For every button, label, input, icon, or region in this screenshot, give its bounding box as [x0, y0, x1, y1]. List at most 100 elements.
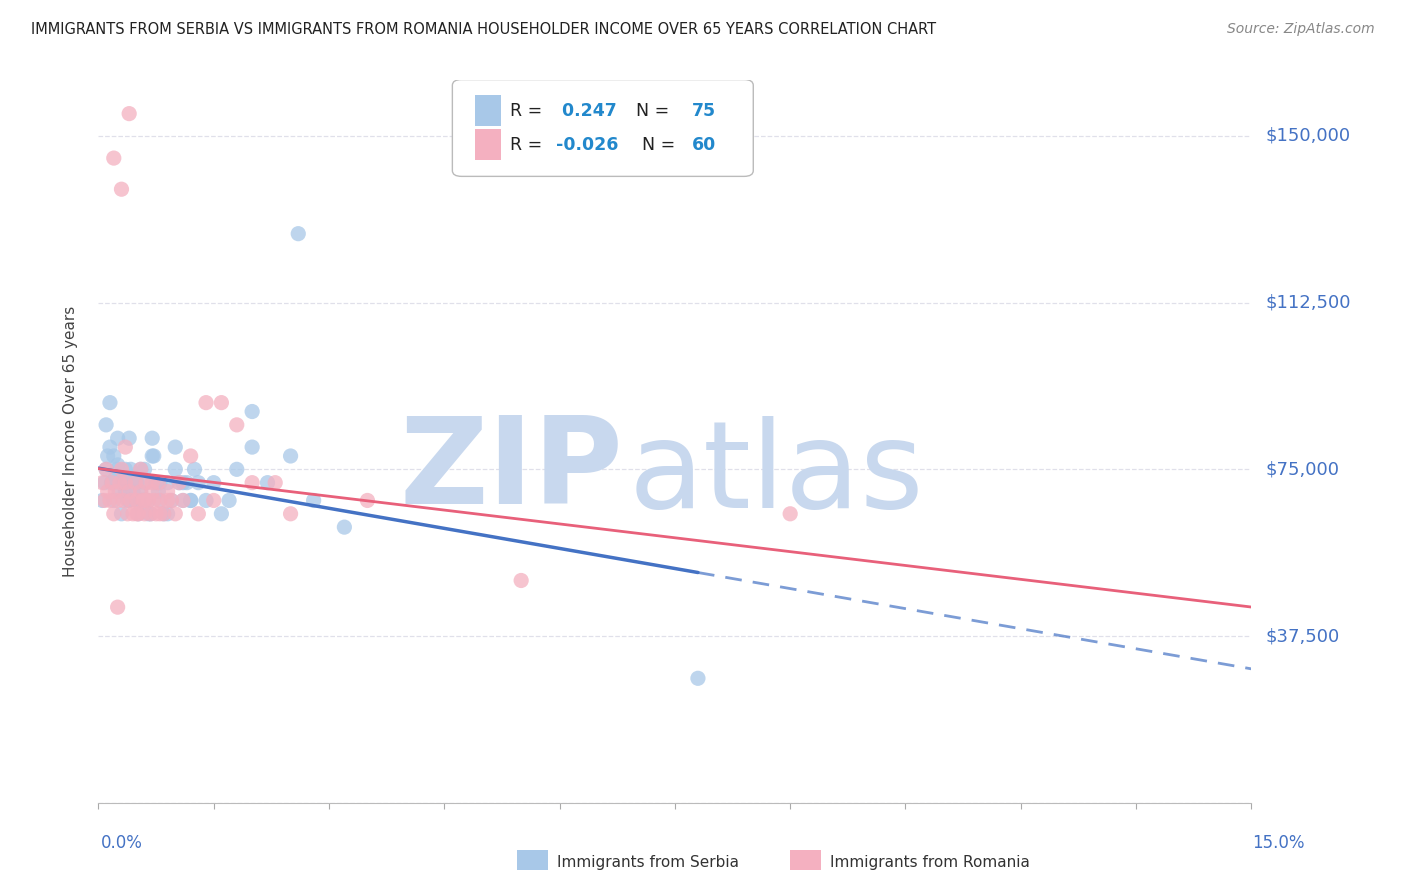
Point [108, 484, 131, 499]
Point [134, 493, 156, 508]
Point [165, 440, 187, 454]
Point [97, 449, 120, 463]
Point [110, 182, 132, 196]
Point [209, 395, 232, 409]
Point [209, 507, 232, 521]
Point [172, 493, 194, 508]
Point [124, 475, 146, 490]
Point [165, 507, 187, 521]
Point [104, 471, 127, 485]
Point [167, 475, 190, 490]
Text: R =: R = [510, 136, 548, 154]
Point [125, 493, 148, 508]
Point [91, 475, 114, 490]
Point [108, 475, 131, 490]
Point [138, 507, 160, 521]
Point [152, 507, 174, 521]
Point [94, 417, 117, 432]
Point [149, 475, 172, 490]
Text: IMMIGRANTS FROM SERBIA VS IMMIGRANTS FROM ROMANIA HOUSEHOLDER INCOME OVER 65 YEA: IMMIGRANTS FROM SERBIA VS IMMIGRANTS FRO… [31, 22, 936, 37]
Point [333, 520, 356, 534]
Text: atlas: atlas [628, 416, 924, 533]
Point [110, 462, 132, 476]
Text: $37,500: $37,500 [1265, 627, 1340, 645]
Point [98, 440, 121, 454]
Point [127, 507, 149, 521]
Point [240, 404, 263, 418]
Point [129, 484, 152, 499]
Text: 15.0%: 15.0% [1253, 834, 1305, 852]
Point [103, 151, 125, 165]
Point [142, 449, 165, 463]
Text: Immigrants from Romania: Immigrants from Romania [830, 855, 1029, 870]
Point [129, 462, 152, 476]
Point [202, 475, 225, 490]
Point [114, 484, 136, 499]
Point [104, 484, 127, 499]
Point [145, 507, 167, 521]
Text: $150,000: $150,000 [1265, 127, 1350, 145]
Point [264, 475, 287, 490]
Point [148, 475, 170, 490]
Point [195, 493, 218, 508]
Point [167, 475, 190, 490]
Point [187, 507, 209, 521]
Point [156, 493, 179, 508]
Text: -0.026: -0.026 [557, 136, 619, 154]
Point [280, 449, 302, 463]
Point [114, 475, 136, 490]
Point [152, 507, 174, 521]
Text: 0.247: 0.247 [557, 103, 617, 120]
Point [218, 493, 240, 508]
Point [240, 440, 263, 454]
Point [141, 431, 163, 445]
Text: $75,000: $75,000 [1265, 460, 1340, 478]
Point [195, 395, 218, 409]
Point [180, 449, 202, 463]
Point [125, 493, 148, 508]
Text: 60: 60 [692, 136, 717, 154]
Point [160, 493, 183, 508]
Point [225, 417, 247, 432]
Point [141, 475, 163, 490]
Point [134, 462, 156, 476]
Point [156, 475, 179, 490]
Point [93, 493, 115, 508]
Point [134, 493, 156, 508]
Text: Source: ZipAtlas.com: Source: ZipAtlas.com [1227, 22, 1375, 37]
Point [111, 493, 134, 508]
Point [98, 395, 121, 409]
Point [114, 440, 136, 454]
Point [779, 507, 801, 521]
Point [180, 493, 202, 508]
Point [120, 462, 142, 476]
Point [117, 493, 139, 508]
Point [111, 475, 134, 490]
Point [138, 493, 160, 508]
Point [302, 493, 325, 508]
Point [160, 493, 183, 508]
Point [118, 493, 141, 508]
Point [91, 493, 114, 508]
Point [225, 462, 247, 476]
Point [103, 449, 125, 463]
Point [118, 431, 141, 445]
Point [172, 475, 194, 490]
Point [134, 507, 156, 521]
Point [114, 475, 136, 490]
Point [187, 475, 209, 490]
Point [149, 493, 172, 508]
Point [94, 462, 117, 476]
Point [148, 484, 170, 499]
Point [141, 449, 163, 463]
Point [93, 475, 115, 490]
Point [183, 462, 205, 476]
Point [122, 471, 145, 485]
Text: 0.0%: 0.0% [101, 834, 143, 852]
Point [118, 484, 141, 499]
Point [127, 507, 149, 521]
Point [356, 493, 378, 508]
Point [129, 462, 152, 476]
Point [129, 493, 152, 508]
Point [176, 475, 198, 490]
